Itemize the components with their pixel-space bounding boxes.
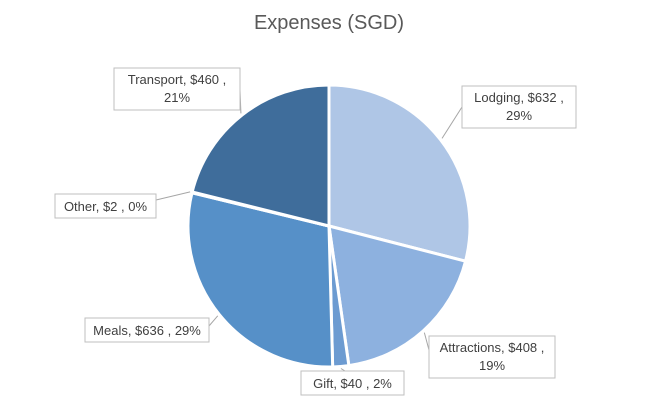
leader-line-meals bbox=[208, 315, 219, 327]
data-label-text: 29% bbox=[506, 108, 532, 123]
data-label-text: 19% bbox=[479, 358, 505, 373]
data-label-text: Lodging, $632 , bbox=[474, 90, 564, 105]
pie-slice-attractions bbox=[327, 223, 468, 368]
data-label-text: 21% bbox=[164, 90, 190, 105]
data-label-text: Gift, $40 , 2% bbox=[313, 376, 392, 391]
data-label-gift: Gift, $40 , 2% bbox=[300, 370, 405, 396]
leader-line-other bbox=[155, 191, 191, 201]
pie-slice-transport bbox=[190, 83, 331, 228]
data-label-transport: Transport, $460 , 21% bbox=[113, 67, 241, 111]
data-label-text: Meals, $636 , 29% bbox=[93, 323, 201, 338]
pie-slice-meals bbox=[186, 190, 335, 369]
data-label-meals: Meals, $636 , 29% bbox=[84, 317, 210, 343]
leader-line-lodging bbox=[441, 106, 463, 139]
data-label-attractions: Attractions, $408 , 19% bbox=[428, 335, 556, 379]
data-label-text: Transport, $460 , bbox=[128, 72, 227, 87]
data-label-text: Attractions, $408 , bbox=[440, 340, 545, 355]
data-label-lodging: Lodging, $632 , 29% bbox=[461, 85, 577, 129]
data-label-text: Other, $2 , 0% bbox=[64, 199, 148, 214]
data-label-other: Other, $2 , 0% bbox=[54, 193, 157, 219]
pie-slice-lodging bbox=[327, 83, 472, 264]
chart-title: Expenses (SGD) bbox=[253, 12, 405, 34]
leader-line-attractions bbox=[423, 332, 430, 351]
